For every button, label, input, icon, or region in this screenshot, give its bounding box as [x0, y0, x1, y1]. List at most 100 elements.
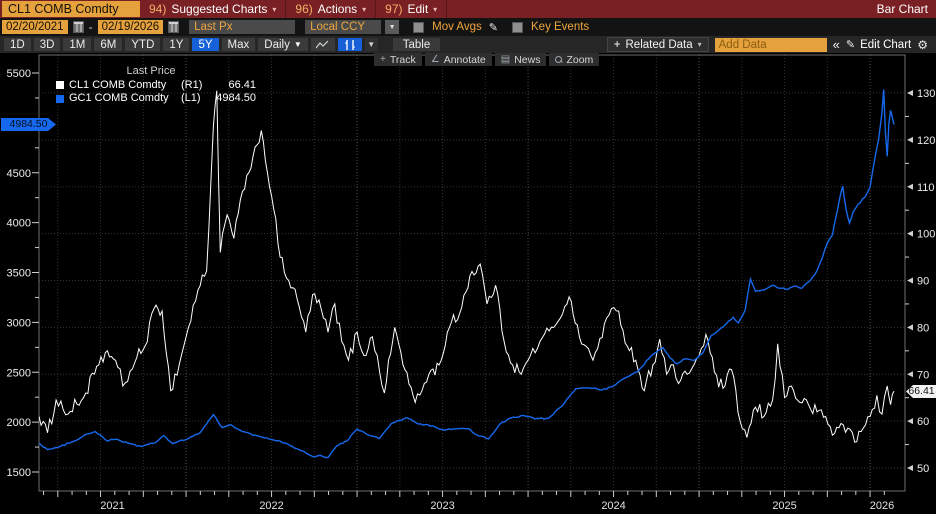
right-axis-label: 70 — [917, 369, 929, 381]
legend-last-value: 66.41 — [228, 78, 256, 91]
chevron-down-icon: ▾ — [272, 4, 277, 14]
gear-icon[interactable]: ⚙ — [917, 37, 928, 52]
mov-avgs-label: Mov Avgs — [432, 21, 482, 33]
right-axis-label: 90 — [917, 276, 929, 288]
plus-icon: + — [613, 38, 621, 51]
query-toolbar: 02/20/2021 - 02/19/2026 Last Px Local CC… — [0, 18, 936, 36]
left-axis-label: 4000 — [7, 218, 31, 230]
annotate-button[interactable]: ∠ Annotate — [424, 53, 492, 66]
gc1-last-price-badge: 4984.50 — [1, 118, 56, 131]
menu-actions[interactable]: 96) Actions ▾ — [286, 0, 377, 18]
right-axis-label: 110 — [917, 182, 935, 194]
calendar-icon[interactable] — [72, 21, 84, 33]
bar-chart-icon — [344, 39, 355, 50]
chevron-down-icon: ▼ — [293, 40, 302, 49]
range-6m[interactable]: 6M — [94, 38, 123, 51]
right-axis-label: 100 — [917, 229, 935, 241]
range-max[interactable]: Max — [221, 38, 256, 51]
series-cl1-line — [39, 90, 895, 443]
x-axis-year-label: 2026 — [870, 500, 894, 512]
menu-label: Edit — [407, 2, 429, 16]
add-data-input[interactable] — [714, 37, 827, 52]
related-data-button[interactable]: + Related Data ▾ — [606, 37, 709, 52]
edit-pencil-icon[interactable]: ✎ — [488, 21, 498, 34]
track-label: Track — [389, 53, 416, 66]
left-axis-label: 5500 — [7, 68, 31, 80]
menu-label: Actions — [317, 2, 358, 16]
zoom-button[interactable]: Zoom — [549, 53, 600, 66]
right-axis-tick — [907, 230, 913, 237]
legend-series-name: GC1 COMB Comdty — [69, 92, 169, 104]
price-field-select[interactable]: Last Px — [189, 20, 296, 34]
pencil-icon: ✎ — [845, 39, 856, 51]
toolbar-right-cluster: + Related Data ▾ « ✎ Edit Chart ⚙ — [606, 37, 932, 52]
x-axis-year-label: 2022 — [259, 500, 283, 512]
legend-item-gc1[interactable]: GC1 COMB Comdty (L1) 4984.50 — [56, 92, 264, 106]
menu-edit[interactable]: 97) Edit ▾ — [376, 0, 448, 18]
range-ytd[interactable]: YTD — [125, 38, 161, 51]
calendar-icon[interactable] — [168, 21, 180, 33]
chart-canvas[interactable]: 5500 4500 4000 3500 3000 2500 2000 1500 50 60 70 80… — [0, 53, 936, 514]
annotate-icon: ∠ — [430, 54, 440, 65]
period-select[interactable]: Daily ▼ — [258, 38, 308, 51]
right-axis-tick — [907, 136, 913, 143]
x-axis-year-label: 2023 — [430, 500, 454, 512]
mov-avgs-checkbox[interactable] — [413, 21, 425, 33]
right-axis-label: 130 — [917, 88, 935, 100]
chart-legend: Last Price CL1 COMB Comdty (R1) 66.41 GC… — [56, 65, 264, 106]
series-gc1-line — [39, 89, 895, 459]
chevron-down-icon: ▾ — [697, 40, 702, 49]
range-1d[interactable]: 1D — [4, 38, 31, 51]
right-axis-label: 60 — [917, 416, 929, 428]
legend-series-name: CL1 COMB Comdty — [69, 78, 167, 91]
date-range-separator: - — [88, 20, 93, 34]
start-date-input[interactable]: 02/20/2021 — [2, 20, 68, 34]
gc1-swatch — [56, 94, 64, 103]
legend-title: Last Price — [126, 65, 176, 77]
collapse-panel-button[interactable]: « — [832, 37, 840, 52]
ticker-input[interactable]: CL1 COMB Comdty — [2, 1, 140, 17]
currency-select[interactable]: Local CCY — [305, 20, 382, 34]
table-button[interactable]: Table — [392, 38, 441, 51]
edit-chart-button[interactable]: ✎ Edit Chart — [845, 38, 912, 52]
left-axis-label: 1500 — [7, 467, 31, 479]
period-label: Daily — [264, 38, 290, 51]
right-axis-label: 50 — [917, 463, 929, 475]
plot-border — [38, 54, 906, 492]
news-icon: ▤ — [500, 54, 511, 65]
track-button[interactable]: + Track — [374, 53, 422, 66]
currency-dropdown-button[interactable]: ▼ — [385, 20, 400, 34]
range-3d[interactable]: 3D — [33, 38, 61, 51]
range-1m[interactable]: 1M — [63, 38, 92, 51]
x-axis-year-label: 2021 — [100, 500, 124, 512]
menu-suggested-charts[interactable]: 94) Suggested Charts ▾ — [140, 0, 287, 18]
line-chart-icon — [316, 40, 329, 49]
chart-type-dropdown[interactable]: ▼ — [364, 38, 378, 51]
news-button[interactable]: ▤ News — [494, 53, 547, 66]
x-axis-year-label: 2024 — [601, 500, 625, 512]
right-axis-tick — [907, 371, 913, 378]
range-5y-selected[interactable]: 5Y — [192, 38, 219, 51]
range-toolbar: 1D 3D 1M 6M YTD 1Y 5Y Max Daily ▼ ▼ Tabl… — [0, 36, 936, 53]
key-events-checkbox[interactable] — [512, 21, 523, 33]
right-axis-tick — [907, 183, 913, 190]
range-1y[interactable]: 1Y — [163, 38, 190, 51]
news-label: News — [514, 53, 541, 66]
cl1-last-price-badge: 66.41 — [906, 385, 936, 398]
key-events-label: Key Events — [531, 21, 590, 33]
x-axis-year-label: 2025 — [772, 500, 796, 512]
function-name-label: Bar Chart — [876, 2, 928, 16]
right-axis-tick — [907, 324, 913, 331]
edit-chart-label: Edit Chart — [860, 38, 912, 51]
chevron-down-icon: ▾ — [362, 4, 367, 14]
price-chart: 5500 4500 4000 3500 3000 2500 2000 1500 50 60 70 80… — [7, 54, 935, 512]
end-date-input[interactable]: 02/19/2026 — [97, 20, 164, 34]
crosshair-icon: + — [380, 54, 386, 65]
right-axis-label: 80 — [917, 322, 929, 334]
line-chart-type-button[interactable] — [310, 38, 335, 51]
title-bar: CL1 COMB Comdty 94) Suggested Charts ▾ 9… — [0, 0, 936, 18]
legend-item-cl1[interactable]: CL1 COMB Comdty (R1) 66.41 — [56, 79, 264, 93]
bar-chart-type-button[interactable] — [337, 38, 362, 51]
chart-tools: + Track ∠ Annotate ▤ News Zoom — [374, 53, 600, 66]
